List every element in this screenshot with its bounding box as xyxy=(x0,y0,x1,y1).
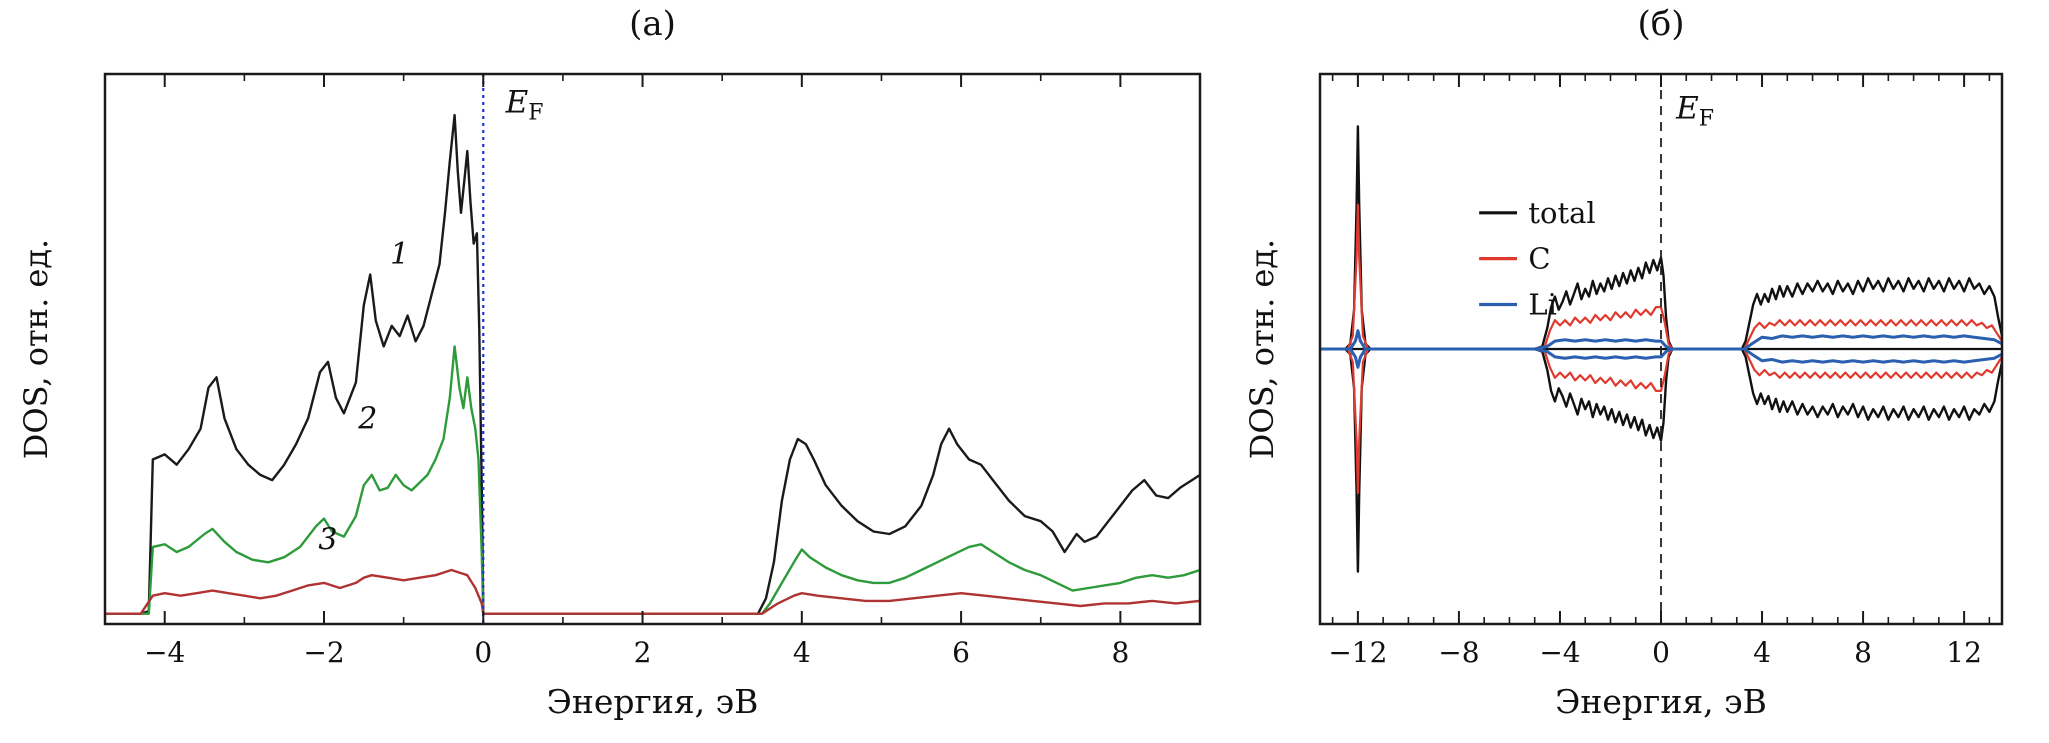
curve-label-3: 3 xyxy=(318,522,337,557)
x-tick-label: −4 xyxy=(1539,636,1580,669)
plot-border xyxy=(103,72,1202,626)
legend-label-C: C xyxy=(1528,242,1550,276)
series-total xyxy=(1321,125,2001,351)
dos-panel-a-plot: −4 −2 0 2 4 6 8 1 2 3 EF xyxy=(50,60,1250,700)
series-C-mirror xyxy=(1321,347,2001,495)
x-tick-label: 4 xyxy=(793,636,811,669)
x-tick-label: 6 xyxy=(952,636,970,669)
dos-panel-b-plot: −12 −8 −4 0 4 8 12 EF total C Li xyxy=(1260,60,2049,700)
series-Li xyxy=(1321,329,2001,351)
panel-b-title: (б) xyxy=(1637,4,1685,44)
dos-panel-b-svg: −12 −8 −4 0 4 8 12 EF total C Li xyxy=(1318,72,2004,669)
series-2 xyxy=(106,345,1199,615)
dos-panel-a-svg: −4 −2 0 2 4 6 8 1 2 3 EF xyxy=(103,72,1202,669)
series-3 xyxy=(106,568,1199,615)
x-tick-label: −2 xyxy=(303,636,344,669)
panel-a-title: (а) xyxy=(629,4,676,44)
legend: total C Li xyxy=(1479,196,1596,321)
x-tick-label: 2 xyxy=(634,636,652,669)
curve-label-1: 1 xyxy=(390,237,409,272)
curve-label-2: 2 xyxy=(357,402,377,437)
legend-label-Li: Li xyxy=(1528,287,1557,321)
series-total-mirror xyxy=(1321,347,2001,573)
x-tick-label: 0 xyxy=(1652,636,1670,669)
panel-a-xlabel: Энергия, эВ xyxy=(546,682,759,721)
fermi-level-label: EF xyxy=(505,85,544,126)
legend-label-total: total xyxy=(1528,196,1595,230)
series-Li-mirror xyxy=(1321,347,2001,369)
x-tick-label: 4 xyxy=(1753,636,1771,669)
x-tick-label: −12 xyxy=(1328,636,1387,669)
x-tick-label: 0 xyxy=(474,636,492,669)
x-tick-label: −8 xyxy=(1438,636,1479,669)
x-tick-label: −4 xyxy=(144,636,185,669)
fermi-level-label: EF xyxy=(1675,91,1714,132)
x-tick-label: 8 xyxy=(1111,636,1129,669)
series-C xyxy=(1321,203,2001,351)
panel-b-xlabel: Энергия, эВ xyxy=(1555,682,1767,721)
x-tick-label: 8 xyxy=(1854,636,1872,669)
x-tick-label: 12 xyxy=(1946,636,1982,669)
series-1 xyxy=(106,113,1199,615)
